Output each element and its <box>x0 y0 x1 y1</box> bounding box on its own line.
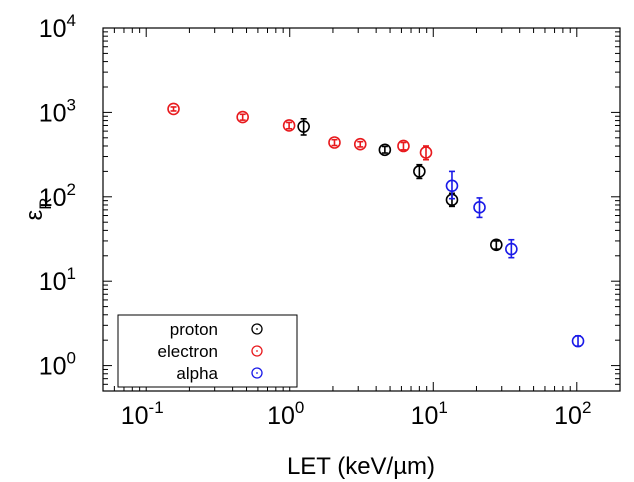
electron-point <box>419 146 433 159</box>
proton-point <box>413 165 426 178</box>
alpha-point <box>571 334 585 348</box>
legend-marker-electron <box>251 345 263 357</box>
alpha-point <box>505 242 518 256</box>
x-tick-label: 10-1 <box>121 398 164 430</box>
x-tick-label-base: 10 <box>554 402 582 430</box>
electron-point <box>328 136 341 149</box>
electron-point <box>397 139 410 153</box>
y-tick-label-base: 10 <box>39 353 67 381</box>
alpha-point <box>473 201 486 214</box>
y-tick-label: 102 <box>39 180 76 212</box>
legend-label-alpha: alpha <box>176 364 218 383</box>
y-tick-label-exp: 0 <box>67 349 76 368</box>
y-tick-label-base: 10 <box>39 15 67 43</box>
proton-point <box>490 238 503 252</box>
y-tick-label-base: 10 <box>39 99 67 127</box>
y-tick-label-exp: 2 <box>67 180 76 199</box>
y-tick-label-exp: 3 <box>67 95 76 114</box>
proton-point <box>297 120 310 133</box>
y-tick-label-exp: 1 <box>67 264 76 283</box>
y-axis-title-main: ε <box>21 209 48 220</box>
legend-marker-dot-alpha <box>256 372 258 374</box>
legend-label-proton: proton <box>170 320 218 339</box>
electron-point <box>353 137 367 151</box>
x-tick-label-base: 10 <box>121 402 149 430</box>
y-tick-label-base: 10 <box>39 268 67 296</box>
legend-marker-dot-proton <box>256 328 258 330</box>
x-axis-title: LET (keV/µm) <box>287 453 435 480</box>
x-tick-label: 101 <box>411 398 448 430</box>
legend-marker-dot-electron <box>256 350 258 352</box>
legend-marker-alpha <box>251 367 263 379</box>
y-axis-title-subscript: R <box>36 198 55 210</box>
x-tick-label: 102 <box>554 398 591 430</box>
series-alpha <box>445 170 585 348</box>
legend-marker-proton <box>251 323 263 335</box>
x-tick-label: 100 <box>267 398 304 430</box>
x-tick-label-base: 10 <box>411 402 439 430</box>
electron-point <box>282 119 296 132</box>
series-electron <box>167 102 433 161</box>
data-marks <box>167 102 585 348</box>
electron-point <box>236 110 249 124</box>
alpha-point <box>445 179 459 193</box>
electron-point <box>167 102 180 116</box>
y-axis-title: εR <box>21 198 55 221</box>
legend: proton electron alpha <box>117 314 298 388</box>
x-tick-label-exp: 0 <box>295 398 304 417</box>
y-tick-label: 100 <box>39 349 76 381</box>
axis-ticks <box>102 27 621 392</box>
y-tick-label-exp: 4 <box>67 11 76 30</box>
legend-box <box>117 314 298 388</box>
proton-point <box>378 143 392 157</box>
legend-label-electron: electron <box>158 342 218 361</box>
y-tick-label: 101 <box>39 264 76 296</box>
x-tick-label-exp: -1 <box>149 398 164 417</box>
y-tick-label: 104 <box>39 11 76 43</box>
series-proton <box>297 117 503 252</box>
x-tick-label-base: 10 <box>267 402 295 430</box>
x-tick-label-exp: 2 <box>582 398 591 417</box>
y-tick-label: 103 <box>39 95 76 127</box>
x-tick-label-exp: 1 <box>438 398 447 417</box>
y-tick-label-base: 10 <box>39 184 67 212</box>
